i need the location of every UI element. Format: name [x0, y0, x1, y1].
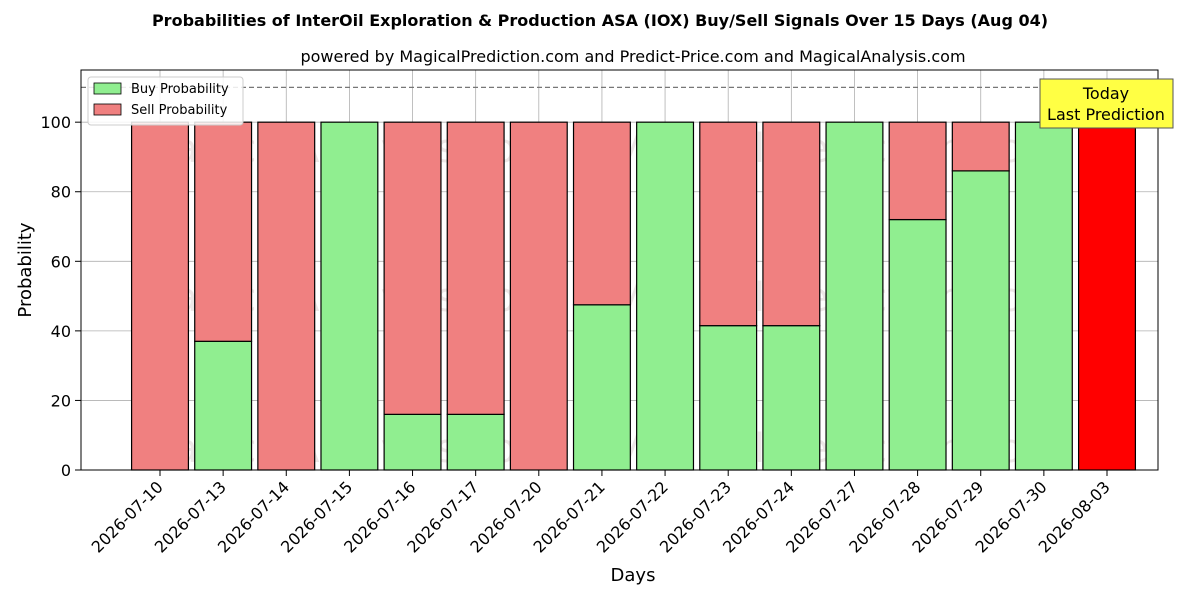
- sell-bar: [572, 121, 631, 306]
- buy-bar: [446, 413, 505, 471]
- buy-bar: [825, 121, 884, 471]
- y-tick-label: 20: [51, 391, 71, 410]
- sell-bar: [509, 121, 568, 471]
- buy-bar: [383, 413, 442, 471]
- sell-bar: [888, 121, 947, 221]
- buy-bar: [1014, 121, 1073, 471]
- chart-subtitle: powered by MagicalPrediction.com and Pre…: [300, 47, 965, 66]
- y-axis: 0 20 40 60 80 100: [40, 113, 81, 480]
- buy-bar: [699, 325, 758, 471]
- buy-bar: [762, 325, 821, 471]
- legend-sell-label: Sell Probability: [131, 103, 228, 118]
- sell-bar: [762, 121, 821, 327]
- buy-bar: [951, 170, 1010, 471]
- plot-frame: [80, 69, 1159, 471]
- sell-bar: [951, 121, 1010, 172]
- sell-bar: [130, 121, 190, 471]
- sell-bar: [194, 121, 253, 342]
- y-tick-label: 80: [51, 183, 71, 202]
- today-annotation: Today Last Prediction: [1039, 78, 1174, 129]
- y-tick-label: 100: [40, 113, 71, 132]
- y-tick-label: 60: [51, 252, 71, 271]
- sell-bar: [446, 121, 505, 415]
- chart-title: Probabilities of InterOil Exploration & …: [152, 11, 1048, 30]
- y-tick-label: 0: [61, 461, 71, 480]
- sell-bar: [699, 121, 758, 327]
- highlight-sell-bar: [1077, 121, 1137, 471]
- today-box: [1039, 78, 1174, 129]
- y-axis-label: Probability: [15, 222, 36, 317]
- buy-bar: [888, 218, 947, 471]
- buy-bar: [572, 304, 631, 471]
- bars: [130, 121, 1137, 471]
- sell-bar: [257, 121, 316, 471]
- buy-bar: [636, 121, 695, 471]
- buy-bar: [194, 340, 253, 471]
- x-axis: 2026-07-102026-07-132026-07-142026-07-15…: [88, 470, 1114, 557]
- x-axis-label: Days: [611, 565, 656, 586]
- last-prediction-label: Last Prediction: [1047, 105, 1165, 124]
- y-tick-label: 40: [51, 322, 71, 341]
- legend-box: [87, 76, 244, 126]
- sell-bar: [383, 121, 442, 415]
- legend-buy-swatch: [93, 82, 122, 95]
- legend-buy-label: Buy Probability: [131, 82, 229, 97]
- legend: Buy Probability Sell Probability: [87, 76, 244, 126]
- legend-sell-swatch: [93, 103, 122, 116]
- buy-bar: [320, 121, 379, 471]
- today-label: Today: [1082, 84, 1129, 103]
